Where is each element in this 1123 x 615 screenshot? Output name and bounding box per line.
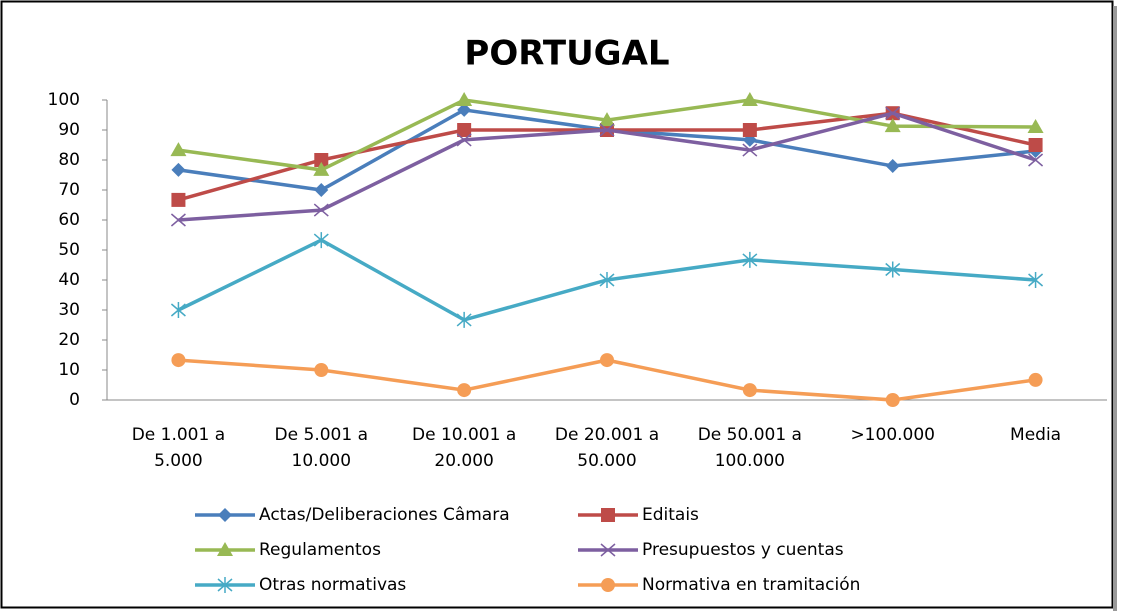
- x-tick-label: De 50.001 a: [698, 425, 802, 445]
- marker: [313, 203, 329, 217]
- y-tick-label: 70: [58, 180, 80, 200]
- marker: [457, 123, 472, 137]
- x-tick-label: 5.000: [154, 451, 203, 471]
- marker: [885, 106, 901, 120]
- y-tick-label: 100: [48, 90, 80, 110]
- marker: [456, 133, 472, 147]
- y-tick-label: 10: [58, 360, 80, 380]
- marker: [741, 92, 758, 106]
- marker: [599, 272, 615, 288]
- marker: [456, 311, 472, 328]
- marker: [457, 102, 472, 117]
- chart-title: PORTUGAL: [464, 34, 669, 74]
- x-tick-label: Media: [1010, 425, 1061, 445]
- marker: [601, 508, 615, 522]
- legend-label: Editais: [642, 505, 699, 525]
- marker: [217, 542, 233, 556]
- x-tick-label: 10.000: [292, 451, 351, 471]
- marker: [456, 92, 473, 106]
- marker: [314, 153, 329, 167]
- x-tick-label: De 1.001 a: [132, 425, 225, 445]
- marker: [457, 383, 472, 398]
- x-tick-label: 20.000: [434, 451, 493, 471]
- x-tick-label: 100.000: [715, 451, 785, 471]
- x-tick-label: 50.000: [577, 451, 636, 471]
- legend-label: Presupuestos y cuentas: [642, 540, 844, 560]
- x-tick-label: De 5.001 a: [275, 425, 368, 445]
- marker: [218, 508, 232, 522]
- marker: [171, 192, 186, 207]
- marker: [171, 162, 186, 177]
- marker: [314, 183, 329, 197]
- x-tick-label: >100.000: [850, 425, 935, 445]
- y-tick-label: 0: [69, 390, 80, 410]
- y-tick-label: 60: [58, 210, 80, 230]
- marker: [601, 578, 615, 592]
- y-tick-label: 20: [58, 330, 80, 350]
- marker: [599, 123, 615, 137]
- marker: [170, 302, 186, 318]
- marker: [1028, 138, 1043, 152]
- marker: [1027, 119, 1044, 133]
- marker: [1028, 272, 1044, 288]
- y-tick-label: 90: [58, 120, 80, 140]
- marker: [170, 213, 186, 227]
- y-tick-label: 30: [58, 300, 80, 320]
- marker: [742, 123, 757, 137]
- marker: [217, 577, 233, 593]
- marker: [600, 543, 616, 557]
- x-tick-label: De 20.001 a: [555, 425, 659, 445]
- y-tick-label: 40: [58, 270, 80, 290]
- marker: [171, 353, 186, 368]
- marker: [314, 363, 329, 377]
- marker: [313, 232, 329, 249]
- y-tick-label: 80: [58, 150, 80, 170]
- marker: [313, 161, 330, 176]
- marker: [884, 118, 901, 133]
- marker: [885, 261, 901, 278]
- y-tick-label: 50: [58, 240, 80, 260]
- marker: [600, 353, 614, 368]
- legend-label: Otras normativas: [259, 575, 406, 595]
- x-tick-label: De 10.001 a: [412, 425, 516, 445]
- marker: [742, 383, 757, 398]
- marker: [1028, 372, 1043, 387]
- marker: [885, 159, 900, 173]
- marker: [742, 143, 758, 157]
- legend-label: Normativa en tramitación: [642, 575, 860, 595]
- marker: [599, 112, 615, 127]
- marker: [742, 251, 758, 268]
- legend-label: Actas/Deliberaciones Câmara: [259, 505, 510, 525]
- marker: [885, 393, 900, 407]
- legend-label: Regulamentos: [259, 540, 381, 560]
- marker: [170, 142, 187, 157]
- marker: [1028, 153, 1044, 167]
